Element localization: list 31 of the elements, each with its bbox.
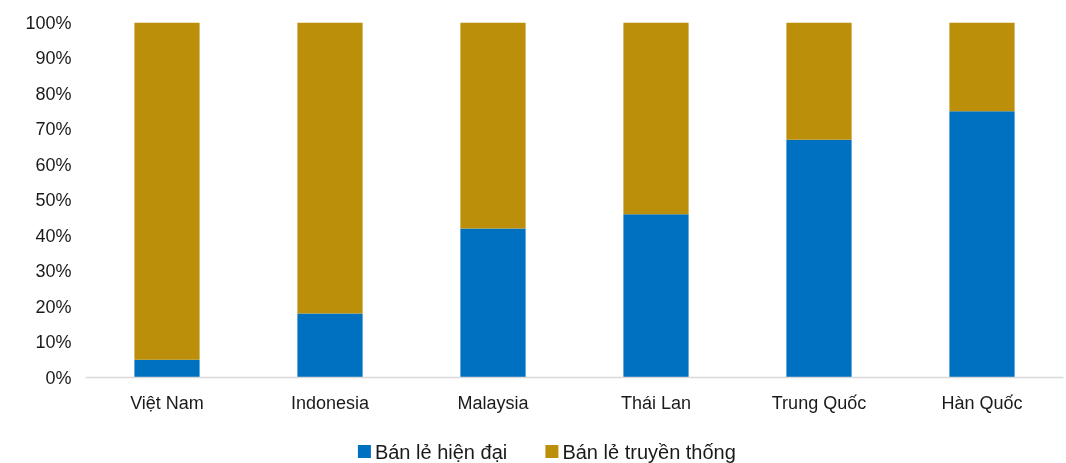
- x-tick-label: Thái Lan: [620, 392, 692, 413]
- y-tick-label: 30%: [35, 261, 72, 281]
- y-tick-label: 80%: [35, 83, 72, 104]
- bar: [134, 359, 200, 378]
- x-tick-label: Trung Quốc: [771, 392, 867, 413]
- bar: [297, 313, 363, 378]
- y-tick-label: 100%: [25, 12, 72, 33]
- legend-label: Bán lẻ hiện đại: [374, 440, 508, 463]
- bar: [949, 111, 1015, 378]
- x-tick-label: Indonesia: [290, 392, 371, 413]
- y-tick-label: 20%: [35, 296, 72, 317]
- y-tick-label: 0%: [45, 367, 72, 388]
- bar: [786, 22, 852, 140]
- y-tick-label: 70%: [35, 119, 72, 139]
- bar: [949, 22, 1015, 112]
- x-tick-label: Hàn Quốc: [941, 392, 1023, 413]
- y-tick-label: 40%: [35, 225, 72, 246]
- bar: [786, 139, 852, 378]
- bar: [460, 228, 526, 378]
- y-tick-label: 50%: [35, 190, 72, 210]
- bar: [460, 22, 526, 229]
- bar: [623, 214, 689, 378]
- bar: [297, 22, 363, 314]
- bar: [623, 22, 689, 215]
- y-tick-label: 90%: [35, 48, 72, 68]
- x-tick-label: Việt Nam: [130, 392, 204, 413]
- legend-label: Bán lẻ truyền thống: [562, 440, 736, 463]
- y-tick-label: 10%: [35, 332, 72, 352]
- bar: [134, 22, 200, 360]
- x-tick-label: Malaysia: [457, 392, 530, 413]
- y-tick-label: 60%: [35, 154, 72, 175]
